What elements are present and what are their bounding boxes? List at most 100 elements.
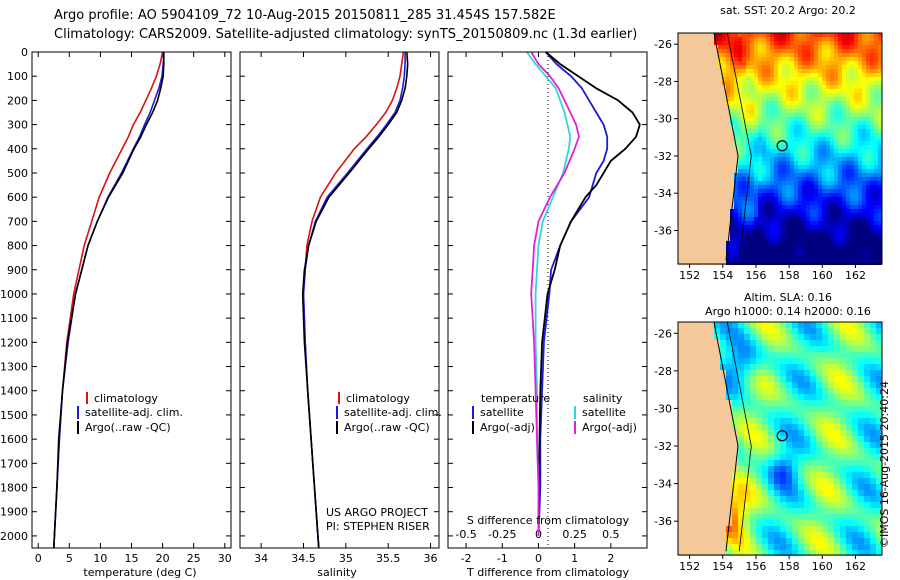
map-cell <box>726 137 730 141</box>
map-cell <box>782 97 786 101</box>
map-cell <box>682 149 686 153</box>
map-cell <box>790 53 794 57</box>
map-cell <box>746 205 750 209</box>
map-cell <box>870 109 874 113</box>
map-cell <box>726 544 732 550</box>
map-cell <box>738 472 744 478</box>
map-cell <box>758 77 762 81</box>
map-cell <box>822 245 826 249</box>
map-cell <box>830 121 834 125</box>
map-cell <box>786 484 792 490</box>
map-cell <box>780 388 786 394</box>
map-cell <box>734 109 738 113</box>
map-cell <box>708 346 714 352</box>
map-cell <box>828 460 834 466</box>
map-cell <box>766 65 770 69</box>
map-cell <box>722 37 726 41</box>
map-cell <box>756 538 762 544</box>
map-cell <box>686 213 690 217</box>
map-cell <box>786 57 790 61</box>
map-cell <box>766 57 770 61</box>
map-cell <box>780 496 786 502</box>
map-cell <box>706 233 710 237</box>
map-cell <box>714 233 718 237</box>
map-cell <box>876 328 882 334</box>
map-cell <box>722 233 726 237</box>
map-cell <box>746 125 750 129</box>
map-cell <box>722 73 726 77</box>
map-cell <box>822 526 828 532</box>
map-cell <box>758 209 762 213</box>
map-cell <box>714 149 718 153</box>
map-cell <box>878 81 882 85</box>
map-cell <box>816 388 822 394</box>
map-cell <box>750 478 756 484</box>
map-cell <box>798 81 802 85</box>
map-cell <box>762 538 768 544</box>
map-cell <box>690 346 696 352</box>
map-cell <box>734 185 738 189</box>
map-cell <box>842 105 846 109</box>
map-cell <box>822 221 826 225</box>
map-cell <box>876 520 882 526</box>
map-cell <box>766 49 770 53</box>
map-cell <box>786 400 792 406</box>
map-cell <box>686 181 690 185</box>
map-cell <box>858 149 862 153</box>
map-cell <box>818 241 822 245</box>
map-cell <box>714 490 720 496</box>
map-cell <box>722 133 726 137</box>
map-cell <box>838 169 842 173</box>
map-cell <box>774 221 778 225</box>
map-cell <box>870 189 874 193</box>
map-cell <box>792 394 798 400</box>
map-cell <box>762 496 768 502</box>
map-cell <box>874 185 878 189</box>
map-cell <box>766 125 770 129</box>
map-cell <box>718 117 722 121</box>
map-cell <box>790 45 794 49</box>
map-cell <box>708 478 714 484</box>
map-cell <box>720 394 726 400</box>
map-cell <box>714 45 718 49</box>
map-cell <box>686 177 690 181</box>
map-cell <box>858 169 862 173</box>
map-cell <box>782 213 786 217</box>
map-cell <box>858 209 862 213</box>
map-cell <box>774 225 778 229</box>
map-cell <box>810 157 814 161</box>
map-cell <box>774 209 778 213</box>
map-cell <box>846 205 850 209</box>
map-cell <box>682 57 686 61</box>
map-cell <box>754 169 758 173</box>
map-cell <box>830 213 834 217</box>
map-cell <box>806 237 810 241</box>
map-cell <box>858 41 862 45</box>
map-cell <box>798 45 802 49</box>
map-cell <box>830 65 834 69</box>
map-cell <box>852 424 858 430</box>
map-cell <box>742 93 746 97</box>
map-cell <box>778 133 782 137</box>
map-cell <box>702 217 706 221</box>
map-cell <box>830 117 834 121</box>
map-cell <box>786 237 790 241</box>
map-cell <box>842 161 846 165</box>
map-cell <box>770 173 774 177</box>
map-cell <box>742 105 746 109</box>
map-cell <box>710 117 714 121</box>
map-cell <box>714 346 720 352</box>
map-cell <box>706 157 710 161</box>
map-cell <box>738 237 742 241</box>
lon-tick-label: 156 <box>745 269 766 282</box>
map-cell <box>822 193 826 197</box>
map-cell <box>814 129 818 133</box>
map-cell <box>834 418 840 424</box>
map-cell <box>790 193 794 197</box>
map-cell <box>854 149 858 153</box>
map-cell <box>852 544 858 550</box>
map-cell <box>798 460 804 466</box>
map-cell <box>710 85 714 89</box>
